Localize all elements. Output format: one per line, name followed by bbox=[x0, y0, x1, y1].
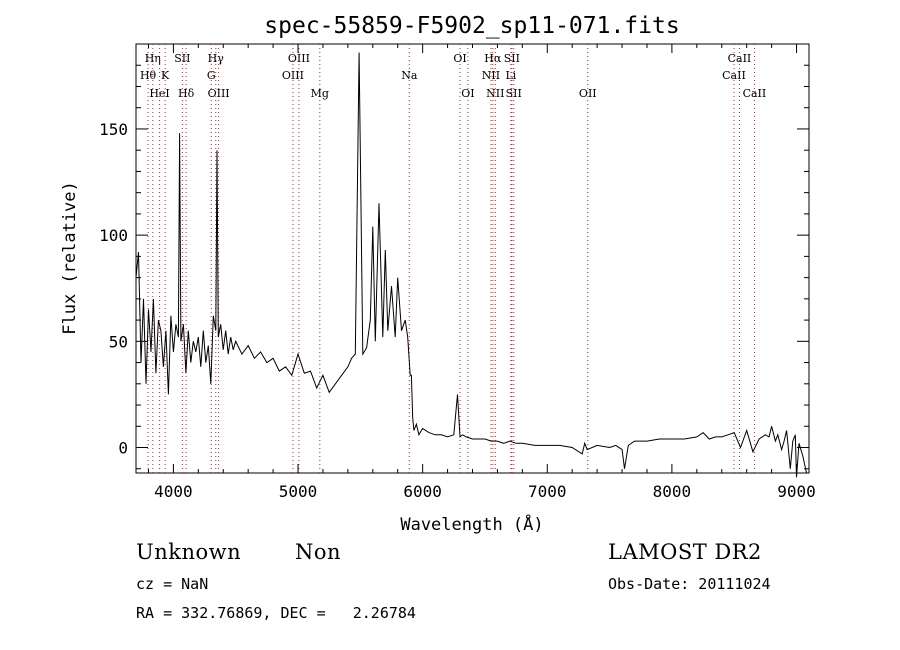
line-marker-label-23: CaII bbox=[722, 69, 746, 82]
line-marker-label-4: SII bbox=[174, 52, 190, 65]
spectrum-series-line bbox=[135, 52, 807, 478]
line-marker-label-16: SII bbox=[504, 52, 520, 65]
x-tick-label-0: 4000 bbox=[154, 482, 193, 501]
line-marker-label-11: Mg bbox=[311, 87, 329, 100]
line-marker-label-10: OIII bbox=[282, 69, 304, 82]
line-marker-label-13: OI bbox=[453, 52, 466, 65]
y-tick-label-2: 100 bbox=[99, 226, 128, 245]
line-marker-label-14: OI bbox=[461, 87, 474, 100]
y-tick-label-3: 150 bbox=[99, 120, 128, 139]
y-tick-label-1: 50 bbox=[109, 332, 128, 351]
line-marker-label-1: Hθ bbox=[140, 69, 157, 82]
line-marker-label-19: NII bbox=[486, 87, 504, 100]
x-tick-label-3: 7000 bbox=[528, 482, 567, 501]
line-marker-label-5: Hδ bbox=[178, 87, 195, 100]
line-marker-label-3: HeI bbox=[149, 87, 169, 100]
y-tick-label-0: 0 bbox=[118, 439, 128, 458]
line-marker-label-17: NII bbox=[482, 69, 500, 82]
object-class: Unknown bbox=[136, 540, 242, 564]
line-marker-label-24: CaII bbox=[743, 87, 767, 100]
line-marker-label-22: CaII bbox=[728, 52, 752, 65]
axes: 4000 5000 6000 7000 8000 9000 0 50 100 150 bbox=[99, 44, 816, 501]
x-tick-label-5: 9000 bbox=[777, 482, 816, 501]
y-axis-label: Flux (relative) bbox=[60, 181, 80, 335]
x-tick-label-1: 5000 bbox=[279, 482, 318, 501]
line-marker-label-12: Na bbox=[401, 69, 418, 82]
plot-frame bbox=[135, 43, 810, 474]
line-marker-label-6: Hγ bbox=[208, 52, 225, 65]
line-marker-label-18: Li bbox=[505, 69, 516, 82]
spectral-line-markers bbox=[147, 44, 755, 473]
line-marker-label-15: Hα bbox=[484, 52, 502, 65]
redshift-cz: cz = NaN bbox=[136, 575, 209, 593]
survey-name: LAMOST DR2 bbox=[608, 540, 762, 564]
chart-title: spec-55859-F5902_sp11-071.fits bbox=[264, 13, 679, 39]
x-tick-label-4: 8000 bbox=[653, 482, 692, 501]
line-marker-label-8: OIII bbox=[208, 87, 230, 100]
line-marker-label-21: OII bbox=[579, 87, 597, 100]
line-marker-label-0: Hη bbox=[145, 52, 161, 65]
object-subclass: Non bbox=[295, 540, 342, 564]
ra-dec: RA = 332.76869, DEC = 2.26784 bbox=[136, 604, 416, 622]
line-marker-label-9: OIII bbox=[288, 52, 310, 65]
line-marker-label-7: G bbox=[207, 69, 216, 82]
x-tick-label-2: 6000 bbox=[403, 482, 442, 501]
x-axis-label: Wavelength (Å) bbox=[400, 513, 543, 535]
line-marker-label-2: K bbox=[161, 69, 170, 82]
line-marker-label-20: SII bbox=[506, 87, 522, 100]
obs-date: Obs-Date: 20111024 bbox=[608, 575, 771, 593]
